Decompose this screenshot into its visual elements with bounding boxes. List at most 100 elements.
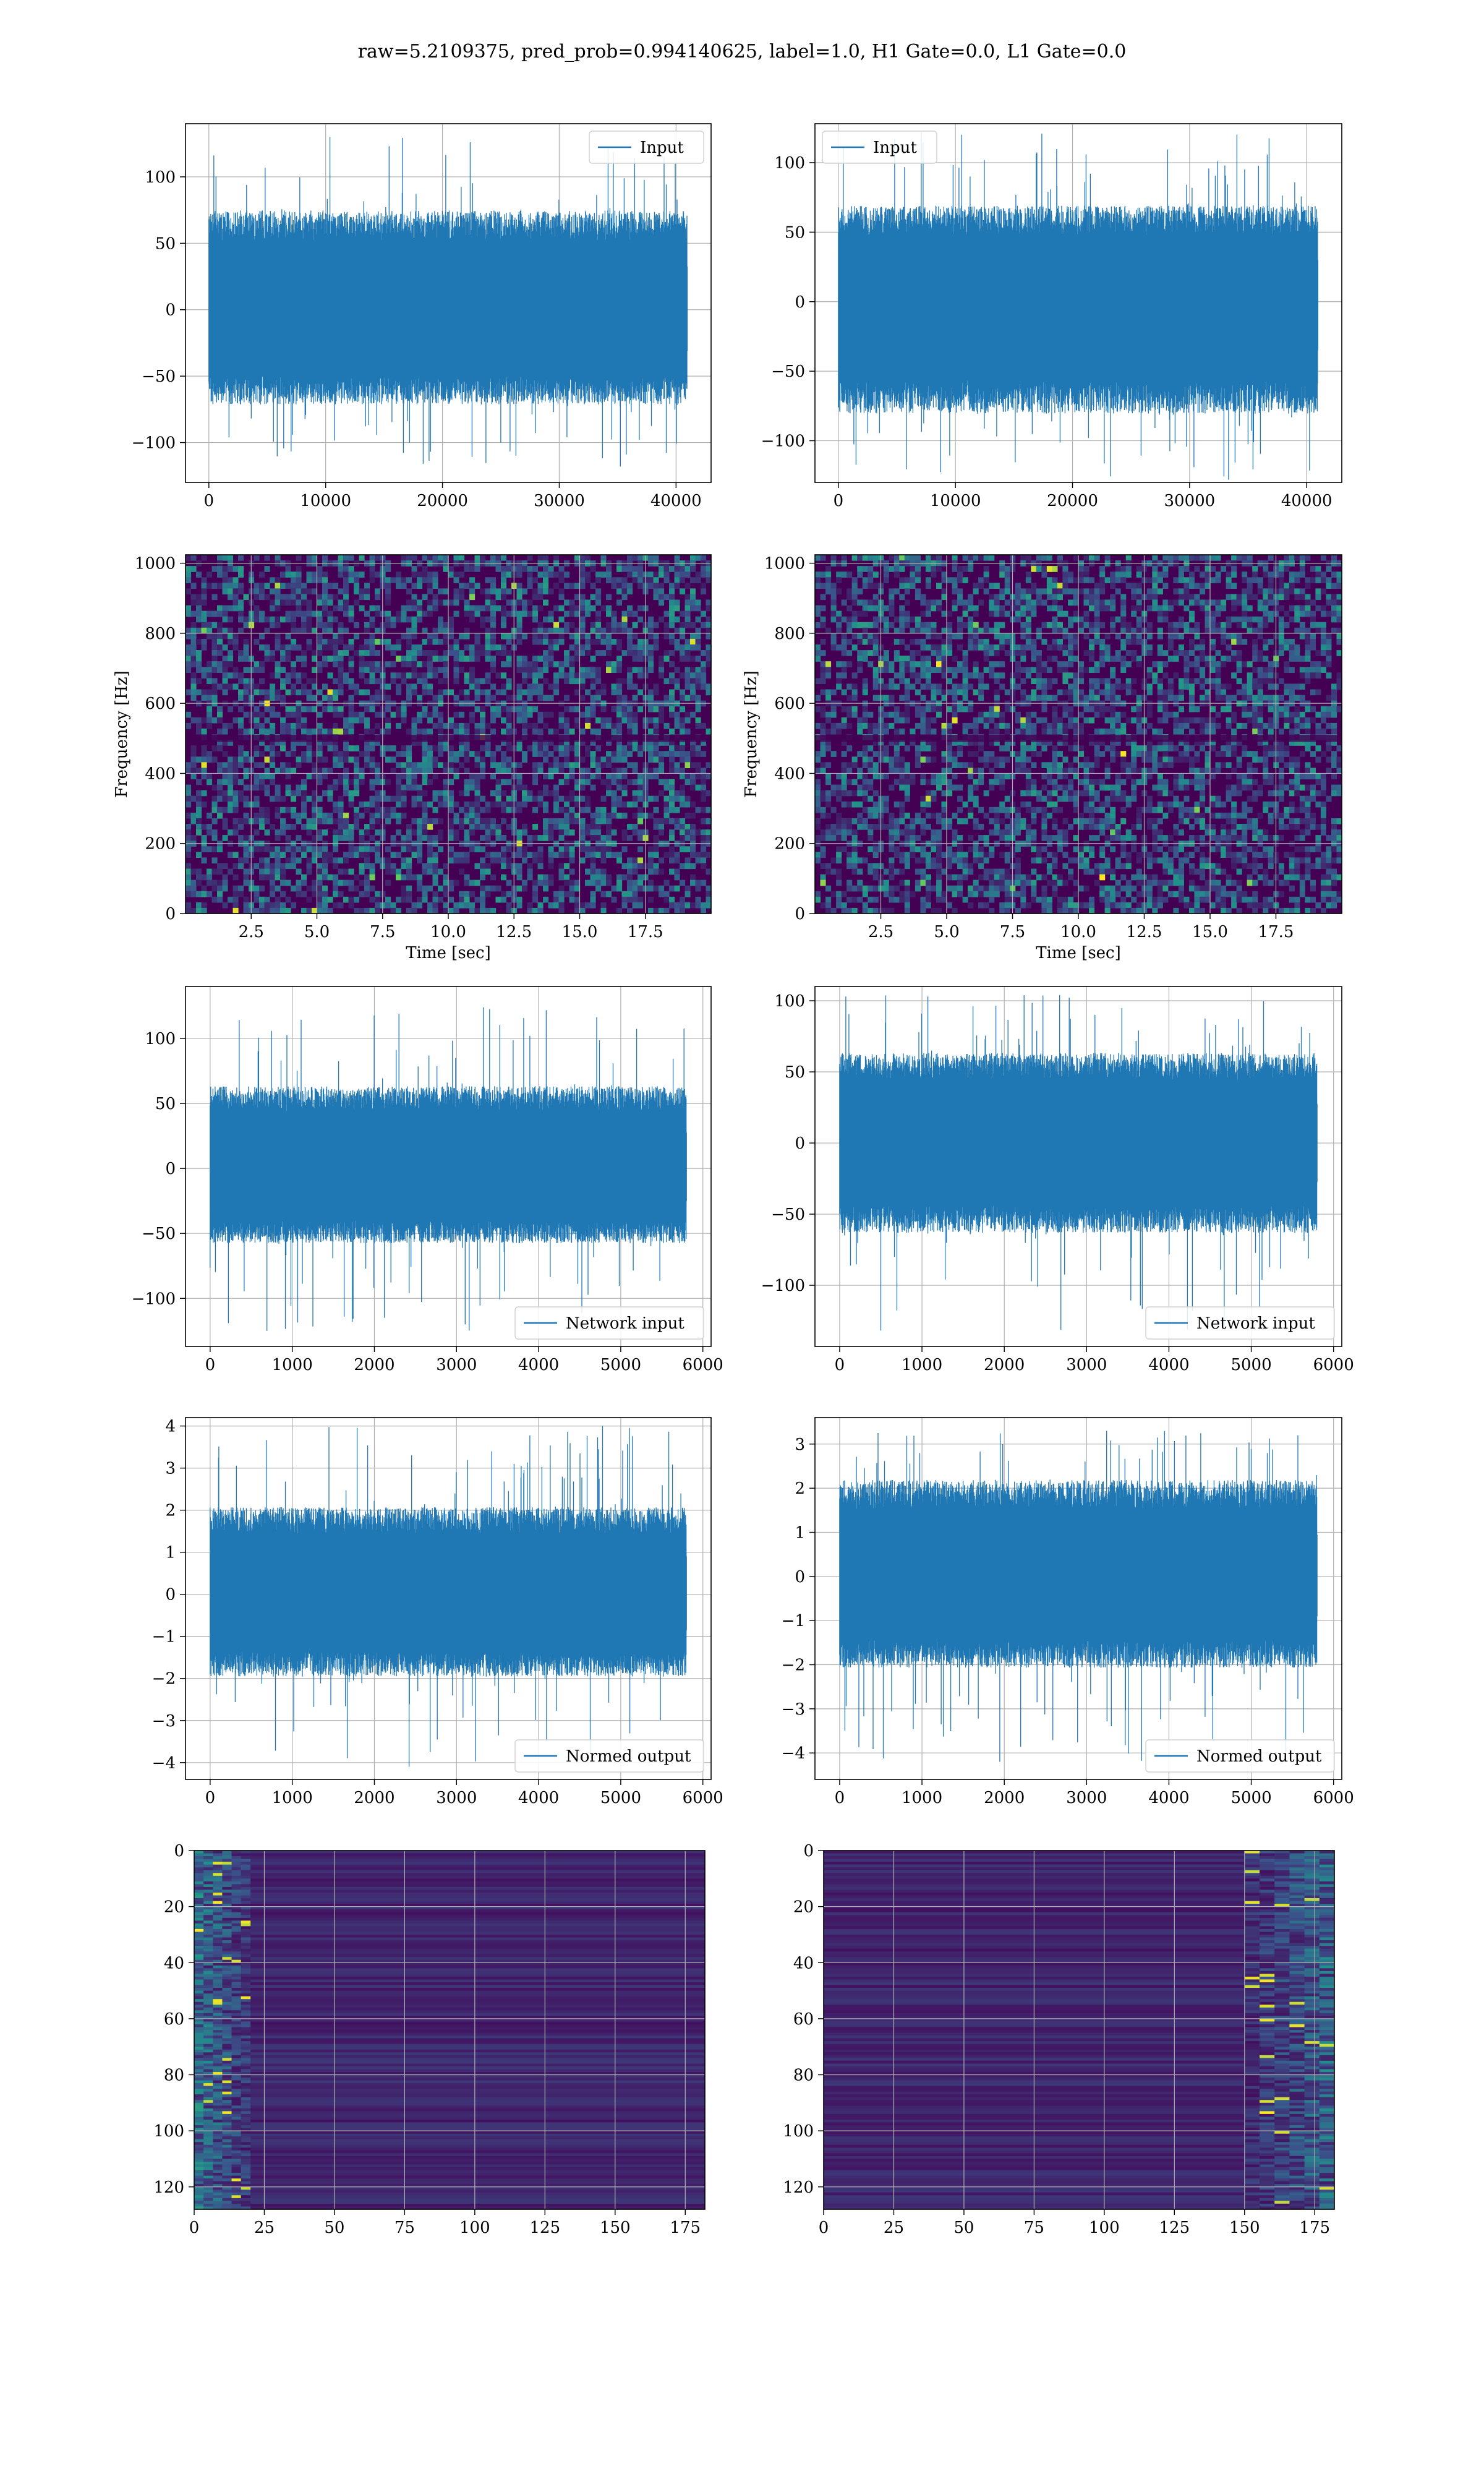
spectrogram-cell	[259, 784, 265, 791]
spectrogram-cell	[296, 857, 302, 864]
spectrogram-cell	[1146, 577, 1153, 583]
spectrogram-cell	[427, 667, 433, 673]
spectrogram-cell	[275, 588, 281, 595]
spectrogram-cell	[532, 835, 539, 841]
spectrogram-cell	[196, 616, 202, 623]
spectrogram-cell	[1188, 583, 1195, 589]
spectrogram-cell	[632, 762, 638, 768]
spectrogram-cell	[459, 762, 465, 768]
spectrogram-cell	[359, 672, 365, 678]
spectrogram-cell	[495, 689, 501, 696]
spectrogram-cell	[815, 622, 821, 628]
y-tick-label: −50	[771, 362, 805, 381]
spectrogram-cell	[994, 622, 1000, 628]
spectrogram-cell	[564, 880, 570, 886]
spectrogram-cell	[201, 717, 207, 724]
spectrogram-cell	[275, 907, 281, 914]
spectrogram-cell	[674, 868, 680, 875]
spectrogram-cell	[1252, 571, 1258, 578]
spectrogram-cell	[495, 762, 501, 768]
series-core-band	[838, 251, 1318, 361]
spectrogram-cell	[653, 722, 659, 729]
spectrogram-cell	[558, 588, 565, 595]
spectrogram-cell	[680, 751, 686, 757]
spectrogram-cell	[222, 728, 228, 735]
spectrogram-cell	[989, 672, 995, 678]
spectrogram-cell	[910, 577, 916, 583]
spectrogram-cell	[1252, 616, 1258, 623]
spectrogram-cell	[417, 768, 423, 774]
spectrogram-cell	[417, 852, 423, 858]
spectrogram-cell	[1152, 594, 1158, 601]
spectrogram-cell	[674, 577, 680, 583]
spectrogram-cell	[201, 555, 207, 561]
spectrogram-cell	[438, 588, 444, 595]
spectrogram-cell	[527, 706, 533, 713]
spectrogram-cell	[280, 717, 286, 724]
spectrogram-cell	[574, 627, 581, 634]
spectrogram-cell	[684, 762, 691, 768]
spectrogram-cell	[952, 633, 958, 640]
spectrogram-cell	[427, 846, 433, 852]
spectrogram-cell	[701, 683, 707, 690]
spectrogram-cell	[968, 622, 974, 628]
spectrogram-cell	[238, 706, 244, 713]
spectrogram-cell	[385, 812, 391, 819]
spectrogram-cell	[868, 555, 874, 561]
spectrogram-cell	[285, 650, 291, 656]
spectrogram-cell	[548, 683, 554, 690]
spectrogram-cell	[464, 605, 470, 612]
spectrogram-cell	[401, 577, 407, 583]
spectrogram-cell	[516, 695, 522, 701]
spectrogram-cell	[1210, 566, 1216, 572]
spectrogram-cell	[438, 722, 444, 729]
spectrogram-cell	[537, 728, 544, 735]
spectrogram-cell	[364, 891, 370, 897]
spectrogram-cell	[579, 907, 586, 914]
spectrogram-cell	[621, 846, 628, 852]
spectrogram-cell	[480, 885, 486, 892]
spectrogram-cell	[469, 846, 475, 852]
spectrogram-cell	[548, 610, 554, 617]
spectrogram-cell	[190, 812, 197, 819]
spectrogram-cell	[217, 768, 223, 774]
spectrogram-cell	[280, 571, 286, 578]
spectrogram-cell	[574, 672, 581, 678]
spectrogram-cell	[706, 566, 712, 572]
spectrogram-cell	[406, 616, 412, 623]
spectrogram-cell	[443, 907, 449, 914]
spectrogram-cell	[659, 661, 665, 667]
spectrogram-cell	[338, 650, 344, 656]
spectrogram-cell	[820, 555, 826, 561]
spectrogram-cell	[485, 672, 491, 678]
spectrogram-cell	[947, 638, 953, 645]
spectrogram-cell	[238, 571, 244, 578]
spectrogram-cell	[301, 891, 307, 897]
spectrogram-cell	[1252, 667, 1258, 673]
spectrogram-cell	[680, 818, 686, 824]
spectrogram-cell	[611, 812, 617, 819]
spectrogram-cell	[585, 706, 591, 713]
spectrogram-cell	[904, 577, 910, 583]
spectrogram-cell	[695, 722, 701, 729]
spectrogram-cell	[616, 907, 623, 914]
spectrogram-cell	[343, 566, 349, 572]
spectrogram-cell	[480, 863, 486, 870]
spectrogram-cell	[322, 656, 328, 662]
spectrogram-cell	[653, 622, 659, 628]
spectrogram-cell	[354, 717, 360, 724]
spectrogram-cell	[663, 650, 670, 656]
spectrogram-cell	[348, 638, 354, 645]
spectrogram-cell	[469, 784, 475, 791]
spectrogram-cell	[611, 768, 617, 774]
spectrogram-cell	[638, 846, 644, 852]
spectrogram-cell	[390, 812, 396, 819]
spectrogram-cell	[217, 807, 223, 813]
grid	[186, 555, 711, 914]
spectrogram-cell	[841, 650, 847, 656]
spectrogram-cell	[207, 689, 213, 696]
spectrogram-cell	[190, 880, 197, 886]
spectrogram-cell	[669, 689, 675, 696]
spectrogram-cell	[301, 656, 307, 662]
